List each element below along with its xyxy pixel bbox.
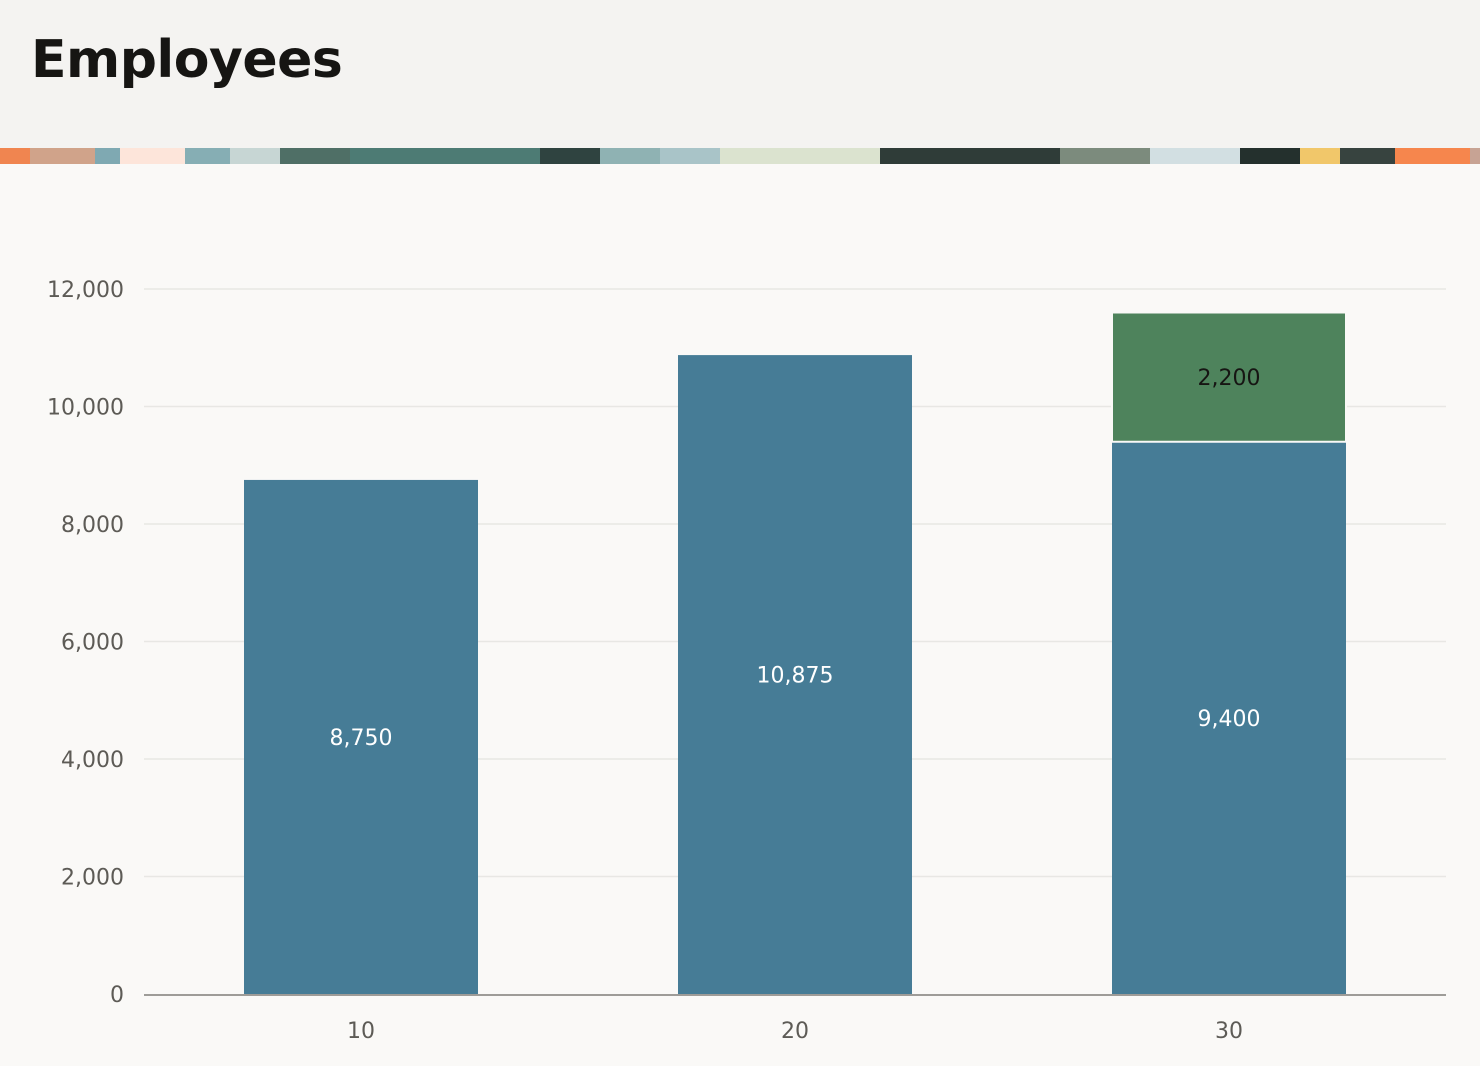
page-header: Employees <box>0 0 1480 148</box>
bar-segment[interactable] <box>244 479 478 994</box>
y-tick-label: 10,000 <box>47 396 124 421</box>
x-tick-label: 10 <box>347 1019 375 1044</box>
data-label: 2,200 <box>1198 366 1261 391</box>
y-tick-label: 4,000 <box>61 748 124 773</box>
page-title: Employees <box>31 30 343 90</box>
x-axis-ticks: 10 20 30 <box>347 1019 1243 1044</box>
y-tick-label: 2,000 <box>61 866 124 891</box>
y-tick-label: 8,000 <box>61 513 124 538</box>
x-tick-label: 20 <box>781 1019 809 1044</box>
x-tick-label: 30 <box>1215 1019 1243 1044</box>
bar-segment[interactable] <box>1112 441 1346 994</box>
decorative-banner <box>0 148 1480 164</box>
data-label: 9,400 <box>1198 707 1261 732</box>
y-tick-label: 0 <box>110 983 124 1008</box>
y-tick-label: 12,000 <box>47 278 124 303</box>
bar-segment[interactable] <box>678 355 912 994</box>
employees-bar-chart: 0 2,000 4,000 6,000 8,000 10,000 12,000 8,750 1… <box>47 278 1446 1044</box>
banner-illustration <box>0 148 1480 164</box>
bars <box>244 311 1347 994</box>
y-tick-label: 6,000 <box>61 631 124 656</box>
chart-container: 0 2,000 4,000 6,000 8,000 10,000 12,000 8,750 1… <box>0 164 1480 1062</box>
data-label: 10,875 <box>757 664 834 689</box>
bar-segment[interactable] <box>1111 311 1347 443</box>
data-label: 8,750 <box>330 726 393 751</box>
data-labels: 8,750 10,875 9,400 2,200 <box>330 366 1261 751</box>
y-axis-ticks: 0 2,000 4,000 6,000 8,000 10,000 12,000 <box>47 278 124 1008</box>
